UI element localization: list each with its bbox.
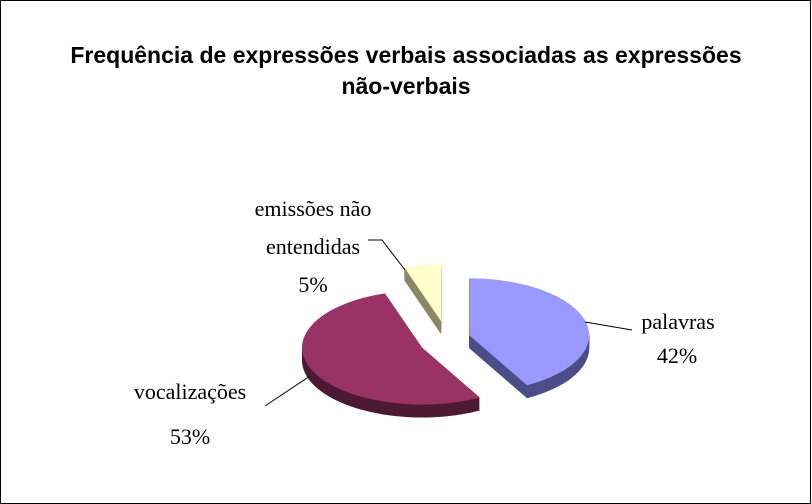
slice-label: vocalizações [133,379,247,404]
pie [302,264,590,418]
pie-slice [404,264,442,322]
slice-label: emissões não entendidas [254,196,372,259]
slice-value-label: 5% [298,272,328,297]
leader-line [264,375,311,407]
leader-line [584,321,633,331]
leader-line [368,239,406,271]
slice-label: palavras [641,309,715,334]
pie-slice [469,278,590,386]
slice-value-label: 42% [656,343,698,368]
chart-title: Frequência de expressões verbais associa… [70,42,742,99]
slice-value-label: 53% [169,424,211,449]
pie-slice [302,293,480,405]
